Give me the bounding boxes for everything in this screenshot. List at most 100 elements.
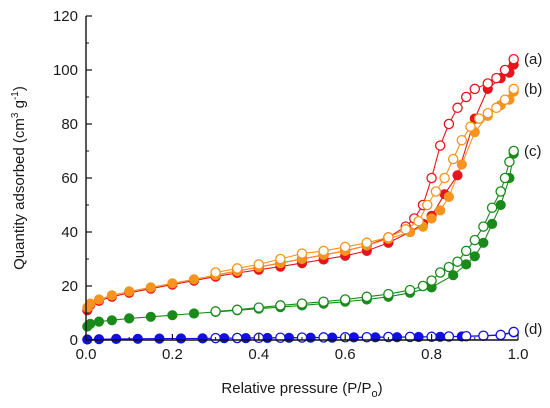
adsorption-point — [426, 213, 437, 224]
y-tick-label: 20 — [61, 278, 78, 295]
desorption-point — [443, 261, 455, 273]
y-tick-label: 120 — [53, 8, 78, 25]
isotherm-markers — [82, 53, 519, 345]
desorption-point — [460, 91, 472, 103]
y-tick-label: 60 — [61, 170, 78, 187]
desorption-point — [460, 330, 472, 342]
desorption-point — [275, 332, 286, 343]
x-tick-label: 0.4 — [248, 346, 269, 363]
x-tick-label: 1.0 — [508, 346, 529, 363]
adsorption-point — [262, 332, 273, 344]
desorption-point — [413, 215, 424, 227]
adsorption-point — [106, 290, 118, 301]
desorption-point — [383, 232, 394, 243]
y-axis-title-mid: g — [11, 100, 28, 113]
adsorption-point — [124, 286, 135, 297]
y-tick-label: 100 — [53, 62, 78, 79]
desorption-point — [426, 275, 437, 286]
desorption-point — [361, 237, 373, 249]
adsorption-point — [240, 333, 251, 344]
adsorption-point — [124, 313, 135, 324]
adsorption-point — [111, 333, 122, 344]
adsorption-point — [443, 191, 454, 202]
desorption-point — [426, 172, 437, 184]
desorption-point — [499, 172, 511, 184]
adsorption-point — [478, 237, 489, 248]
desorption-point — [443, 118, 455, 130]
desorption-point — [465, 121, 476, 132]
adsorption-point — [145, 282, 156, 293]
desorption-point — [508, 83, 519, 95]
series-tag-label: (b) — [524, 81, 542, 98]
desorption-point — [452, 102, 463, 114]
desorption-point — [417, 280, 429, 292]
desorption-point — [478, 221, 489, 232]
adsorption-point — [435, 205, 446, 216]
desorption-point — [404, 284, 416, 296]
x-tick-label: 0.8 — [421, 346, 442, 363]
adsorption-point — [197, 333, 208, 344]
adsorption-point — [85, 318, 96, 329]
series-tag-label: (c) — [524, 143, 542, 160]
y-tick-label: 40 — [61, 224, 78, 241]
desorption-point — [404, 331, 416, 343]
axes — [85, 15, 519, 341]
desorption-point — [460, 245, 472, 257]
adsorption-point — [456, 159, 467, 170]
desorption-point — [253, 259, 265, 270]
desorption-point — [508, 53, 519, 65]
desorption-point — [482, 78, 494, 89]
adsorption-point — [93, 316, 105, 327]
x-axis-title-end: ) — [378, 380, 383, 397]
desorption-point — [504, 156, 515, 168]
desorption-point — [296, 248, 308, 259]
adsorption-point — [106, 315, 118, 326]
adsorption-point — [495, 199, 506, 211]
adsorption-point — [219, 333, 230, 344]
y-axis-title-end: ) — [11, 86, 28, 91]
desorption-point — [452, 256, 463, 267]
desorption-point — [508, 326, 519, 338]
desorption-point — [495, 329, 506, 341]
adsorption-point — [188, 274, 200, 285]
desorption-point — [318, 296, 329, 307]
desorption-point — [439, 172, 450, 184]
desorption-point — [443, 331, 455, 342]
desorption-point — [231, 332, 243, 344]
desorption-point — [469, 234, 481, 246]
adsorption-point — [132, 333, 143, 344]
x-tick-label: 0.0 — [76, 346, 97, 363]
desorption-point — [508, 145, 519, 157]
adsorption-point — [145, 311, 156, 322]
adsorption-point — [93, 334, 105, 345]
adsorption-point — [327, 332, 338, 343]
desorption-line — [215, 150, 515, 312]
adsorption-point — [487, 218, 498, 229]
adsorption-point — [175, 333, 187, 344]
adsorption-point — [283, 332, 295, 343]
desorption-point — [495, 186, 506, 197]
desorption-point — [434, 140, 446, 151]
desorption-point — [469, 83, 481, 95]
desorption-point — [430, 186, 442, 197]
desorption-point — [478, 330, 489, 341]
desorption-point — [491, 72, 502, 84]
desorption-point — [210, 267, 221, 278]
y-tick-label: 80 — [61, 116, 78, 133]
desorption-point — [318, 245, 329, 257]
series-tags: (a) (b) (c) (d) — [524, 51, 542, 338]
desorption-point — [361, 291, 373, 303]
desorption-point — [486, 202, 498, 213]
desorption-point — [275, 253, 286, 265]
desorption-point — [482, 107, 494, 119]
adsorption-point — [452, 170, 463, 181]
desorption-point — [275, 300, 286, 311]
desorption-point — [253, 302, 265, 313]
adsorption-point — [305, 332, 316, 343]
desorption-point — [210, 306, 221, 317]
desorption-point — [491, 102, 502, 114]
adsorption-point — [167, 310, 178, 321]
y-axis-title-sup1: 3 — [10, 112, 21, 118]
adsorption-point — [448, 270, 459, 281]
